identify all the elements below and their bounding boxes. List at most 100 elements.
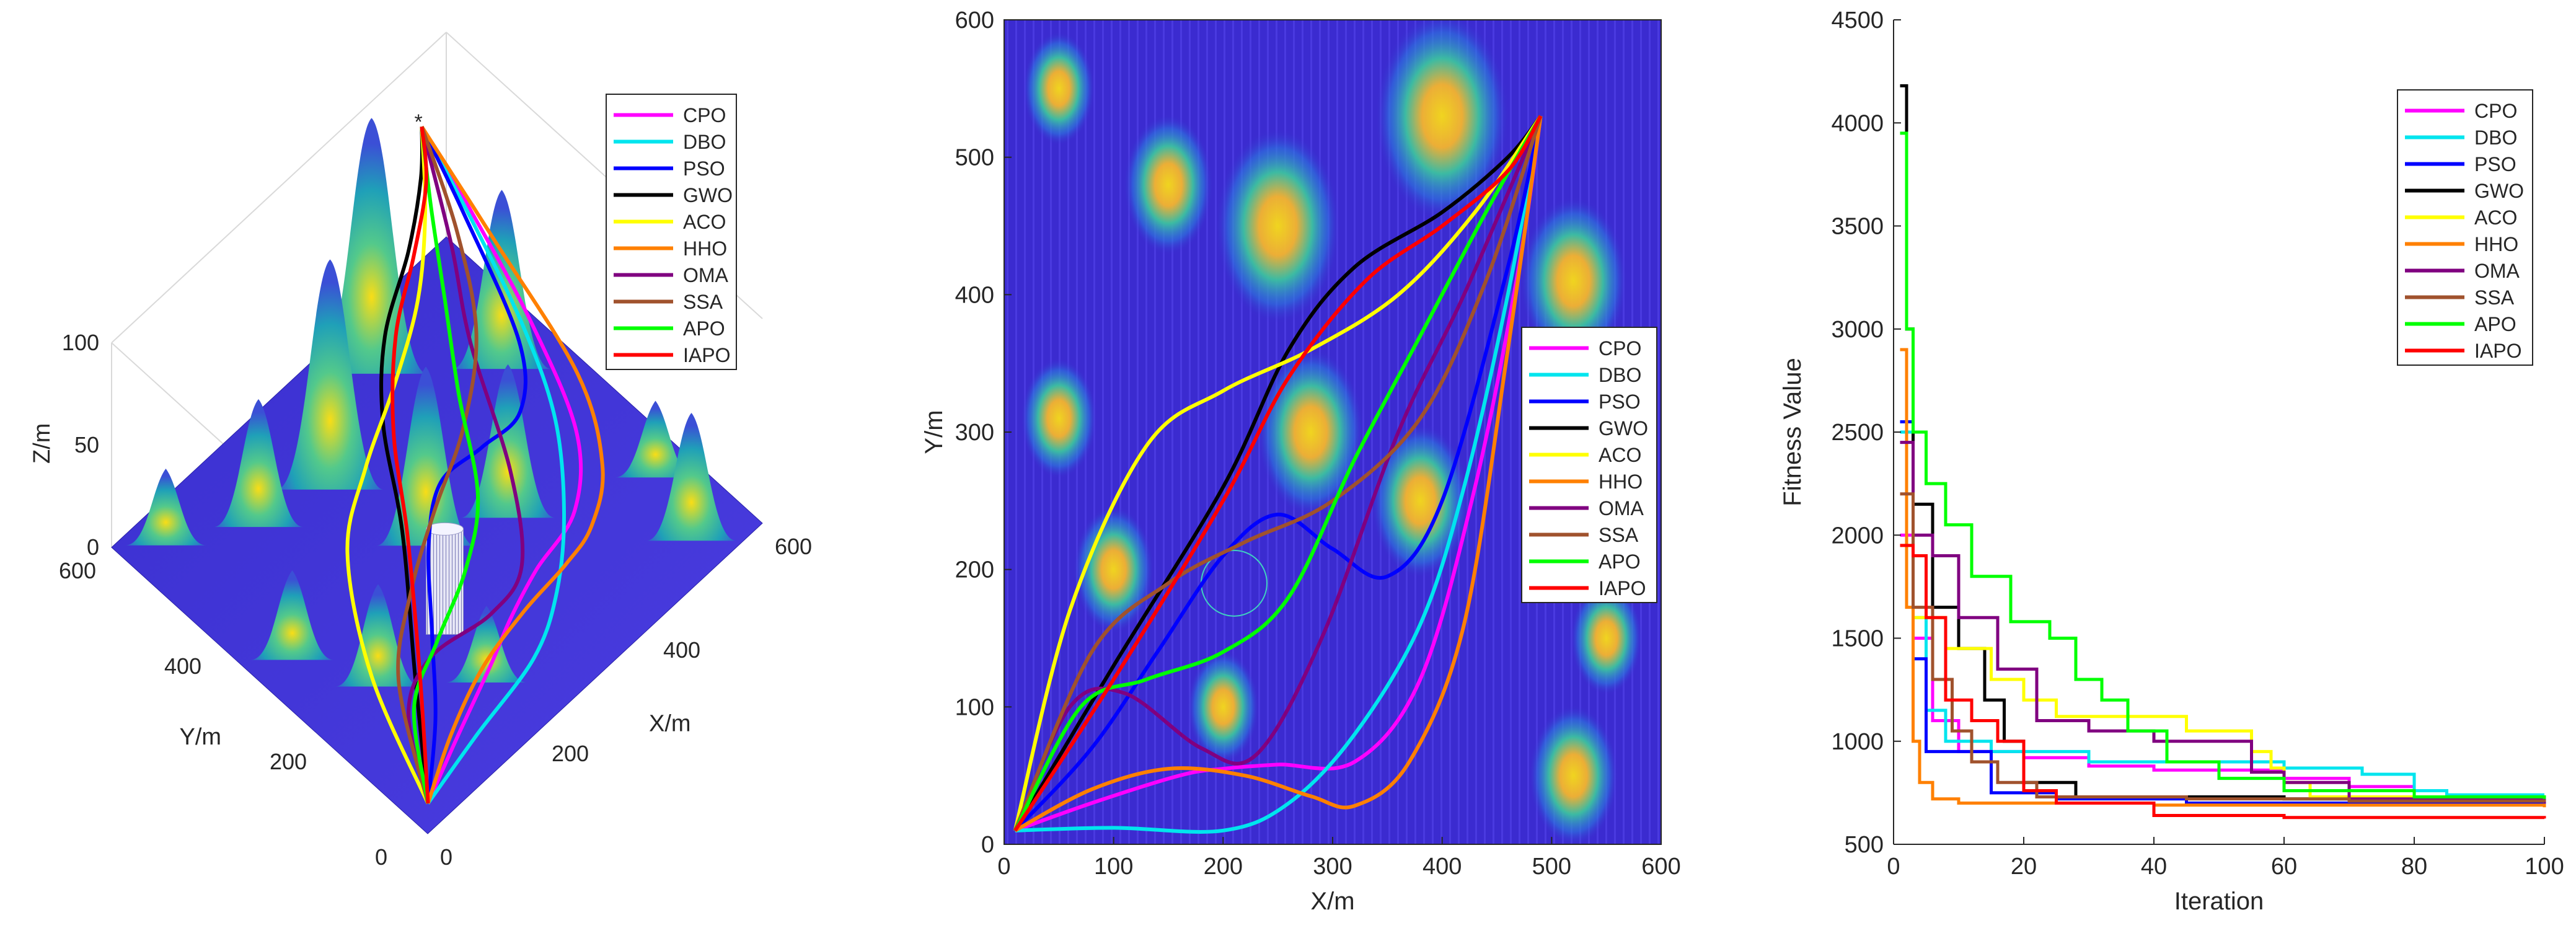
cylinder-top — [426, 522, 464, 536]
x-tick-label: 40 — [2141, 854, 2167, 880]
legend-label: ACO — [683, 211, 726, 233]
x-tick-label: 0 — [997, 854, 1010, 880]
terrain-peak — [1123, 114, 1214, 255]
terrain-peak — [125, 469, 206, 546]
y-tick-label: 100 — [955, 694, 994, 720]
y-axis-label: Fitness Value — [1779, 358, 1806, 506]
y-tick-label: 3000 — [1831, 317, 1884, 343]
x-tick-label: 0 — [1887, 854, 1900, 880]
x-tick-label: 60 — [2271, 854, 2297, 880]
path-dbo — [1015, 115, 1543, 834]
path-gwo — [379, 126, 430, 804]
terrain-peak — [615, 400, 696, 478]
legend-label: DBO — [1599, 364, 1641, 386]
legend-label: IAPO — [2474, 340, 2521, 362]
y-tick-label: 3500 — [1831, 214, 1884, 240]
x-tick-label: 400 — [663, 637, 700, 663]
obstacle-circle — [1201, 549, 1268, 617]
x-tick-label: 100 — [2525, 854, 2564, 880]
y-tick-label: 1000 — [1831, 729, 1884, 755]
legend-box — [2397, 89, 2533, 366]
plot-frame — [1003, 19, 1662, 845]
x-tick-label: 200 — [552, 741, 589, 766]
terrain-peaks — [125, 118, 736, 687]
legend-label: APO — [2474, 313, 2516, 335]
paths-2d — [1013, 115, 1543, 834]
terrain-peak — [250, 570, 334, 660]
legend-label: APO — [1599, 550, 1641, 573]
x-tick-label: 400 — [1423, 854, 1462, 880]
legend-label: OMA — [1599, 497, 1644, 519]
y-tick-label: 400 — [955, 282, 994, 308]
z-tick-label: 50 — [74, 432, 99, 457]
path-oma — [1013, 115, 1543, 832]
path-ssa — [396, 126, 479, 804]
terrain-peak — [461, 364, 555, 518]
path-iapo — [1013, 115, 1543, 832]
conv-line-ssa — [1900, 492, 2546, 803]
path-iapo — [390, 126, 430, 804]
legend-label: ACO — [1599, 444, 1641, 466]
legend-label: PSO — [1599, 391, 1641, 413]
y-tick-label: 400 — [164, 653, 201, 679]
y-tick-label: 500 — [1845, 832, 1884, 858]
legend-label: OMA — [683, 264, 729, 286]
legend-label: HHO — [1599, 471, 1643, 493]
legend-label: CPO — [1599, 337, 1641, 360]
x-tick-label: 200 — [1204, 854, 1243, 880]
legend-label: SSA — [2474, 286, 2515, 309]
path-apo — [1013, 115, 1543, 832]
y-tick-label: 600 — [955, 7, 994, 33]
legend-label: PSO — [2474, 153, 2516, 175]
path-ssa — [1013, 115, 1543, 831]
grid-line — [111, 32, 447, 343]
y-tick-label: 600 — [59, 558, 96, 583]
terrain-peak — [1375, 20, 1509, 221]
conv-line-cpo — [1900, 533, 2544, 801]
x-tick-label: 600 — [775, 534, 812, 559]
legend-label: APO — [683, 317, 725, 340]
path-pso — [1013, 115, 1543, 832]
y-tick-label: 4500 — [1831, 7, 1884, 33]
axis-ticks-2d: 0 100 200 300 400 500 600 0 100 200 300 400 500 600 — [955, 7, 1681, 880]
legend-label: ACO — [2474, 206, 2517, 229]
x-axis-label: X/m — [649, 710, 691, 736]
conv-line-iapo — [1900, 544, 2546, 820]
terrain-peak — [446, 606, 527, 683]
legend: CPO DBO PSO GWO ACO HHO OMA SSA APO IAPO — [606, 94, 737, 370]
x-tick-label: 600 — [1641, 854, 1680, 880]
legend-label: PSO — [683, 157, 725, 180]
y-axis-label: Y/m — [180, 724, 222, 750]
goal-marker: * — [415, 110, 423, 134]
conv-line-aco — [1900, 544, 2546, 803]
legend-label: HHO — [2474, 233, 2518, 255]
terrain-peaks-topview — [1020, 20, 1643, 844]
legend-label: HHO — [683, 237, 727, 260]
paths-3d: * — [345, 110, 605, 805]
path-pso — [420, 126, 527, 804]
path-oma — [406, 126, 525, 804]
x-axis-label: Iteration — [2174, 888, 2264, 915]
terrain-peak — [1215, 128, 1341, 324]
path-dbo — [420, 125, 567, 805]
y-tick-label: 300 — [955, 420, 994, 446]
z-tick-label: 100 — [62, 330, 99, 355]
legend-label: DBO — [2474, 126, 2517, 149]
legend: CPO DBO PSO GWO ACO HHO OMA SSA APO IAPO — [1521, 327, 1657, 603]
terrain-background — [1004, 20, 1661, 844]
conv-line-pso — [1900, 420, 2546, 805]
legend-label: IAPO — [1599, 577, 1646, 599]
x-tick-label: 80 — [2401, 854, 2427, 880]
terrain-peak — [276, 259, 384, 490]
y-tick-label: 0 — [375, 844, 387, 870]
conv-line-dbo — [1900, 430, 2544, 797]
legend-label: GWO — [683, 184, 733, 206]
legend-label: GWO — [1599, 417, 1648, 440]
z-axis-label: Z/m — [29, 423, 55, 464]
terrain-peak — [1257, 348, 1365, 516]
convergence-lines — [1900, 84, 2546, 820]
path-hho — [420, 125, 605, 804]
legend-label: SSA — [1599, 524, 1639, 546]
terrain-peak — [1528, 705, 1618, 844]
